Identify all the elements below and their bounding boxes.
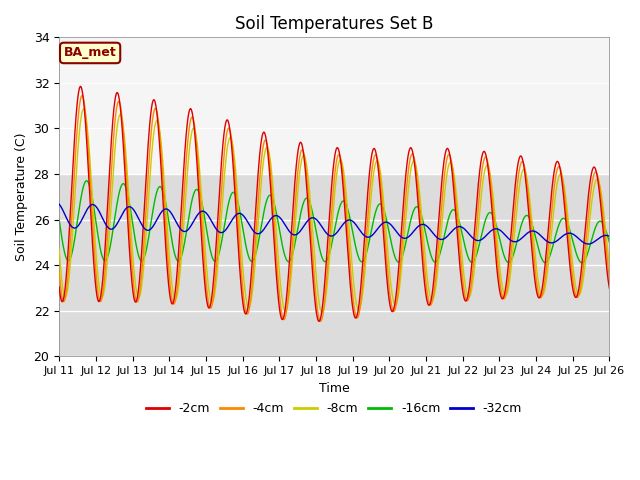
-4cm: [605, 276, 613, 282]
Line: -2cm: -2cm: [59, 86, 609, 321]
Text: BA_met: BA_met: [64, 47, 116, 60]
-4cm: [317, 318, 324, 324]
-4cm: [90, 243, 98, 249]
-32cm: [55, 201, 63, 207]
-32cm: [435, 236, 443, 242]
-4cm: [55, 268, 63, 274]
-2cm: [55, 284, 63, 290]
-16cm: [83, 178, 90, 184]
-16cm: [122, 183, 129, 189]
-16cm: [436, 252, 444, 258]
-8cm: [55, 246, 63, 252]
-2cm: [315, 318, 323, 324]
-8cm: [121, 137, 129, 143]
-2cm: [605, 286, 613, 291]
Y-axis label: Soil Temperature (C): Soil Temperature (C): [15, 132, 28, 261]
-32cm: [605, 233, 613, 239]
-32cm: [227, 220, 234, 226]
-16cm: [578, 260, 586, 266]
Legend: -2cm, -4cm, -8cm, -16cm, -32cm: -2cm, -4cm, -8cm, -16cm, -32cm: [141, 397, 527, 420]
-4cm: [78, 93, 86, 98]
-4cm: [121, 147, 129, 153]
Line: -16cm: -16cm: [59, 181, 609, 263]
-16cm: [481, 221, 488, 227]
-32cm: [122, 206, 129, 212]
-32cm: [121, 207, 129, 213]
-16cm: [121, 182, 129, 188]
-16cm: [55, 217, 63, 223]
-16cm: [227, 194, 234, 200]
-2cm: [436, 205, 444, 211]
X-axis label: Time: Time: [319, 382, 349, 395]
-8cm: [122, 146, 129, 152]
-16cm: [90, 206, 98, 212]
-8cm: [605, 264, 613, 269]
Line: -4cm: -4cm: [59, 96, 609, 321]
-2cm: [77, 84, 84, 89]
-8cm: [318, 310, 326, 315]
Bar: [59, 174, 609, 356]
-4cm: [481, 156, 488, 161]
-8cm: [80, 106, 88, 112]
-8cm: [481, 169, 488, 175]
Title: Soil Temperatures Set B: Soil Temperatures Set B: [235, 15, 433, 33]
-4cm: [436, 228, 444, 234]
-32cm: [90, 202, 98, 208]
-2cm: [227, 131, 234, 136]
-8cm: [227, 134, 234, 140]
-8cm: [436, 247, 444, 253]
-2cm: [481, 149, 488, 155]
-32cm: [584, 241, 592, 247]
-4cm: [122, 159, 129, 165]
-2cm: [122, 179, 129, 185]
-8cm: [90, 220, 98, 226]
-2cm: [121, 166, 129, 171]
-32cm: [480, 235, 488, 240]
-16cm: [605, 240, 613, 245]
-4cm: [227, 129, 234, 134]
-2cm: [90, 264, 98, 269]
Line: -8cm: -8cm: [59, 109, 609, 312]
Line: -32cm: -32cm: [59, 204, 609, 244]
